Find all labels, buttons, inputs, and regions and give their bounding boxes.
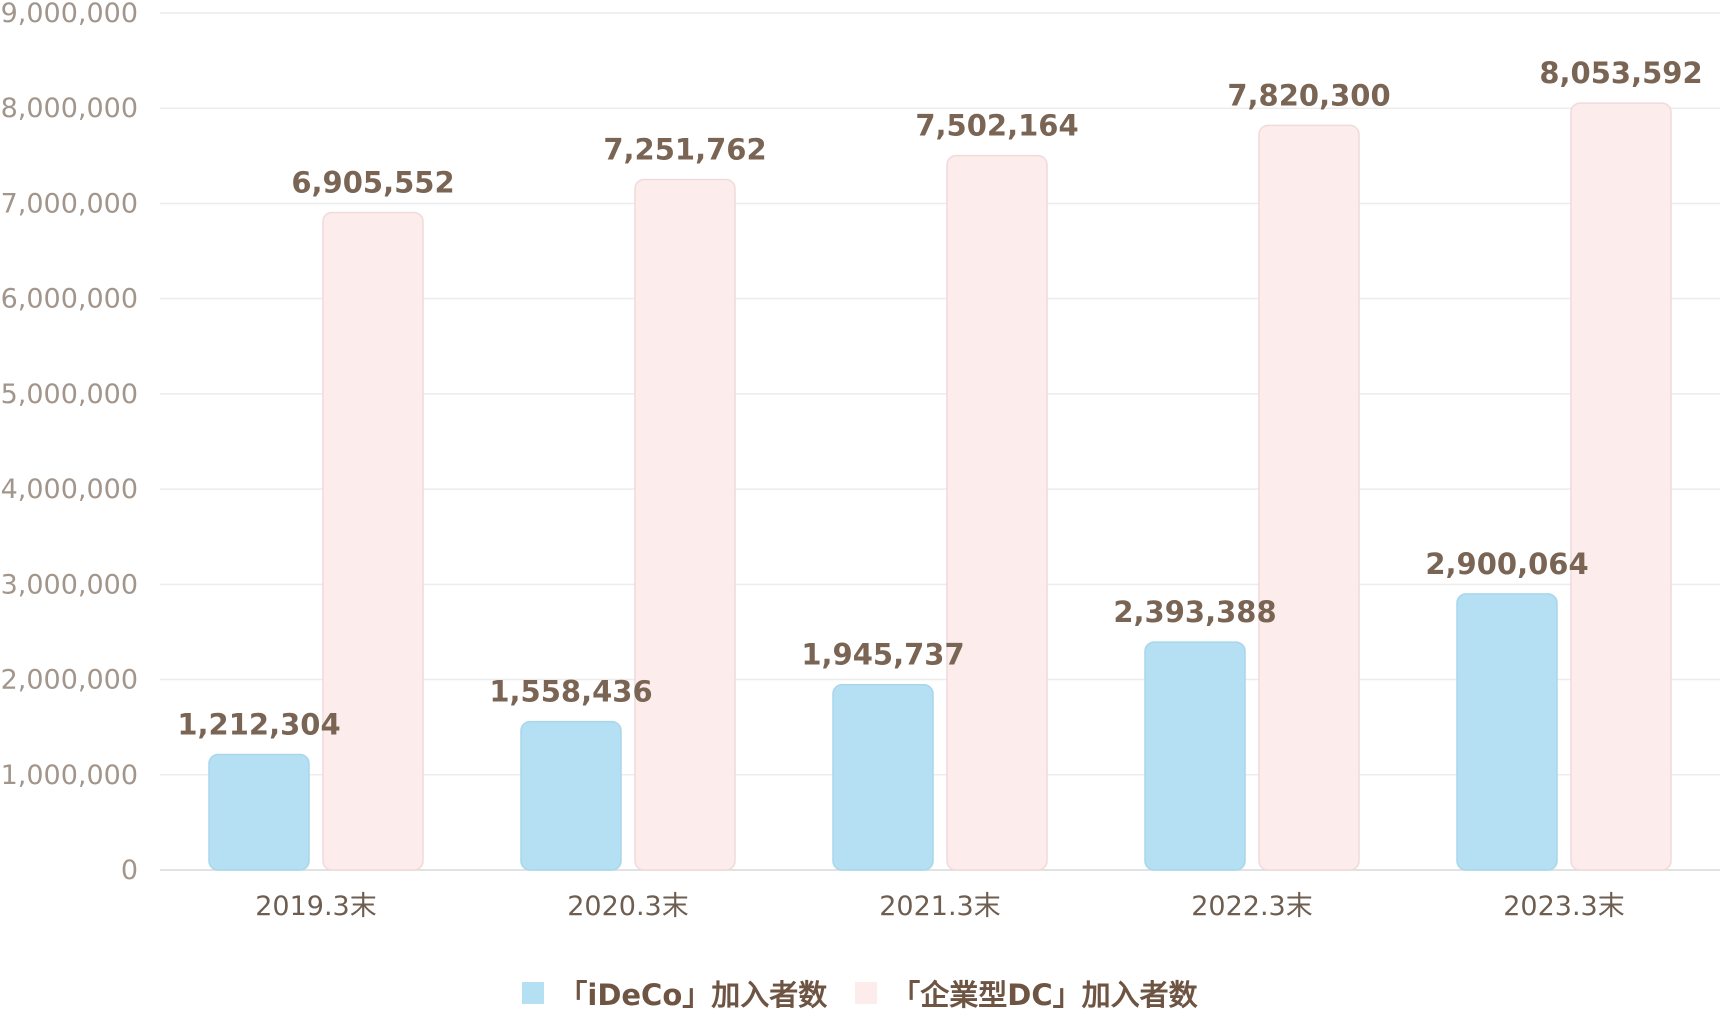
x-tick-label: 2021.3末 [879,891,1000,922]
x-axis: 2019.3末 2020.3末 2021.3末 2022.3末 2023.3末 [255,891,1624,922]
data-label: 1,212,304 [177,708,340,742]
x-tick-label: 2023.3末 [1503,891,1624,922]
x-tick-label: 2020.3末 [567,891,688,922]
y-axis: 0 1,000,000 2,000,000 3,000,000 4,000,000 5,0… [1,0,138,886]
data-label: 7,502,164 [915,109,1078,143]
y-tick-label: 9,000,000 [1,0,138,29]
legend-swatch-dc [855,982,878,1004]
bar-ideco-4[interactable] [1456,593,1558,871]
data-label: 1,945,737 [801,638,964,672]
y-tick-label: 2,000,000 [1,665,138,696]
bar-dc-4[interactable] [1570,102,1672,871]
y-tick-label: 5,000,000 [1,379,138,410]
data-label: 7,251,762 [603,132,766,166]
bar-ideco-1[interactable] [520,720,622,871]
y-tick-label: 8,000,000 [1,93,138,124]
x-tick-label: 2019.3末 [255,891,376,922]
data-label: 2,393,388 [1113,595,1276,629]
bar-dc-0[interactable] [322,211,424,871]
bar-ideco-0[interactable] [208,753,310,871]
bars [208,102,1672,871]
data-label: 1,558,436 [489,675,652,709]
bar-dc-1[interactable] [634,178,736,871]
y-tick-label: 0 [121,855,138,886]
data-label: 7,820,300 [1227,78,1390,112]
y-tick-label: 1,000,000 [1,760,138,791]
bar-dc-3[interactable] [1258,124,1360,871]
bar-ideco-3[interactable] [1144,641,1246,871]
legend-swatch-ideco [522,982,545,1004]
legend-item-ideco[interactable]: 「iDeCo」加入者数 [522,972,827,1014]
y-tick-label: 6,000,000 [1,284,138,315]
x-tick-label: 2022.3末 [1191,891,1312,922]
data-labels: 1,212,304 6,905,552 1,558,436 7,251,762 1,94… [177,56,1702,741]
y-tick-label: 7,000,000 [1,188,138,219]
bar-ideco-2[interactable] [832,683,934,871]
legend-label-ideco: 「iDeCo」加入者数 [558,978,828,1012]
data-label: 8,053,592 [1539,56,1702,90]
legend-item-dc[interactable]: 「企業型DC」加入者数 [855,972,1198,1014]
data-label: 2,900,064 [1425,547,1588,581]
legend: 「iDeCo」加入者数 「企業型DC」加入者数 [0,972,1720,1014]
legend-label-dc: 「企業型DC」加入者数 [891,978,1198,1012]
y-tick-label: 3,000,000 [1,569,138,600]
bar-dc-2[interactable] [946,154,1048,871]
data-label: 6,905,552 [291,165,454,199]
y-tick-label: 4,000,000 [1,474,138,505]
